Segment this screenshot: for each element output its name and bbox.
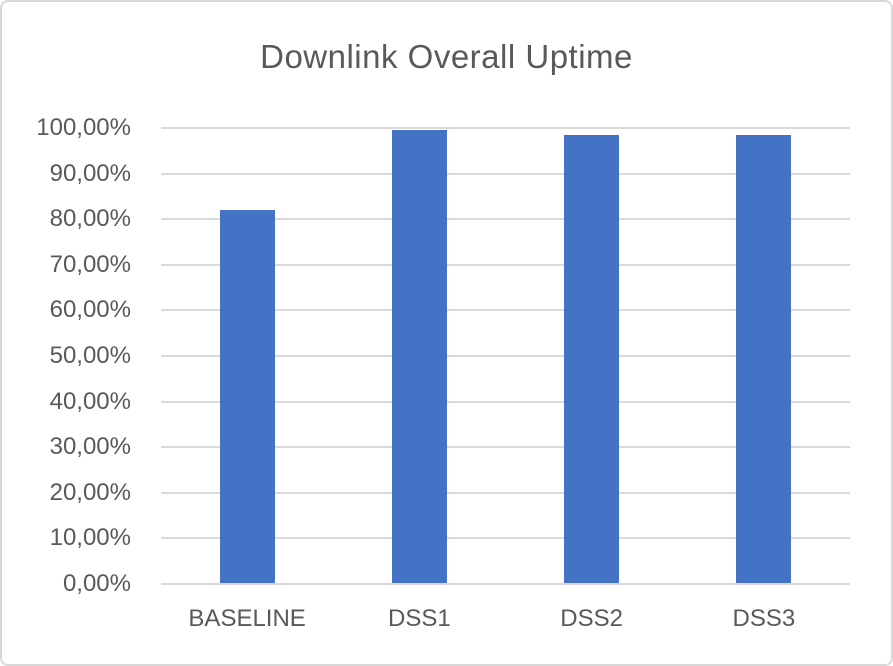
bar-baseline xyxy=(219,210,275,584)
gridline xyxy=(161,446,850,449)
x-category-label: DSS1 xyxy=(388,605,451,632)
gridline xyxy=(161,355,850,357)
y-tick-label: 100,00% xyxy=(36,114,131,141)
gridline xyxy=(161,263,850,266)
y-tick-label: 80,00% xyxy=(49,205,131,233)
gridline xyxy=(161,127,850,129)
y-tick-label: 0,00% xyxy=(62,570,131,597)
y-tick-label: 60,00% xyxy=(49,296,131,324)
plot-area xyxy=(161,127,850,585)
gridline xyxy=(161,309,850,312)
chart-title: Downlink Overall Uptime xyxy=(260,38,633,75)
y-tick-label: 20,00% xyxy=(49,478,131,506)
y-tick-label: 10,00% xyxy=(49,524,131,552)
gridline xyxy=(161,172,850,175)
y-tick-label: 90,00% xyxy=(49,159,131,187)
y-tick-label: 30,00% xyxy=(49,433,131,461)
x-category-label: DSS2 xyxy=(560,605,623,632)
y-tick-label: 40,00% xyxy=(49,387,131,415)
gridline xyxy=(161,400,850,403)
bar-dss2 xyxy=(564,134,620,584)
gridline xyxy=(161,218,850,221)
y-tick-label: 50,00% xyxy=(49,342,131,369)
gridline xyxy=(161,537,850,540)
x-category-label: DSS3 xyxy=(732,605,796,632)
x-axis-line xyxy=(161,583,850,585)
gridline xyxy=(161,491,850,494)
x-category-label: BASELINE xyxy=(188,605,306,632)
bar-dss1 xyxy=(391,130,447,584)
bar-dss3 xyxy=(736,134,792,584)
y-tick-label: 70,00% xyxy=(49,250,131,278)
